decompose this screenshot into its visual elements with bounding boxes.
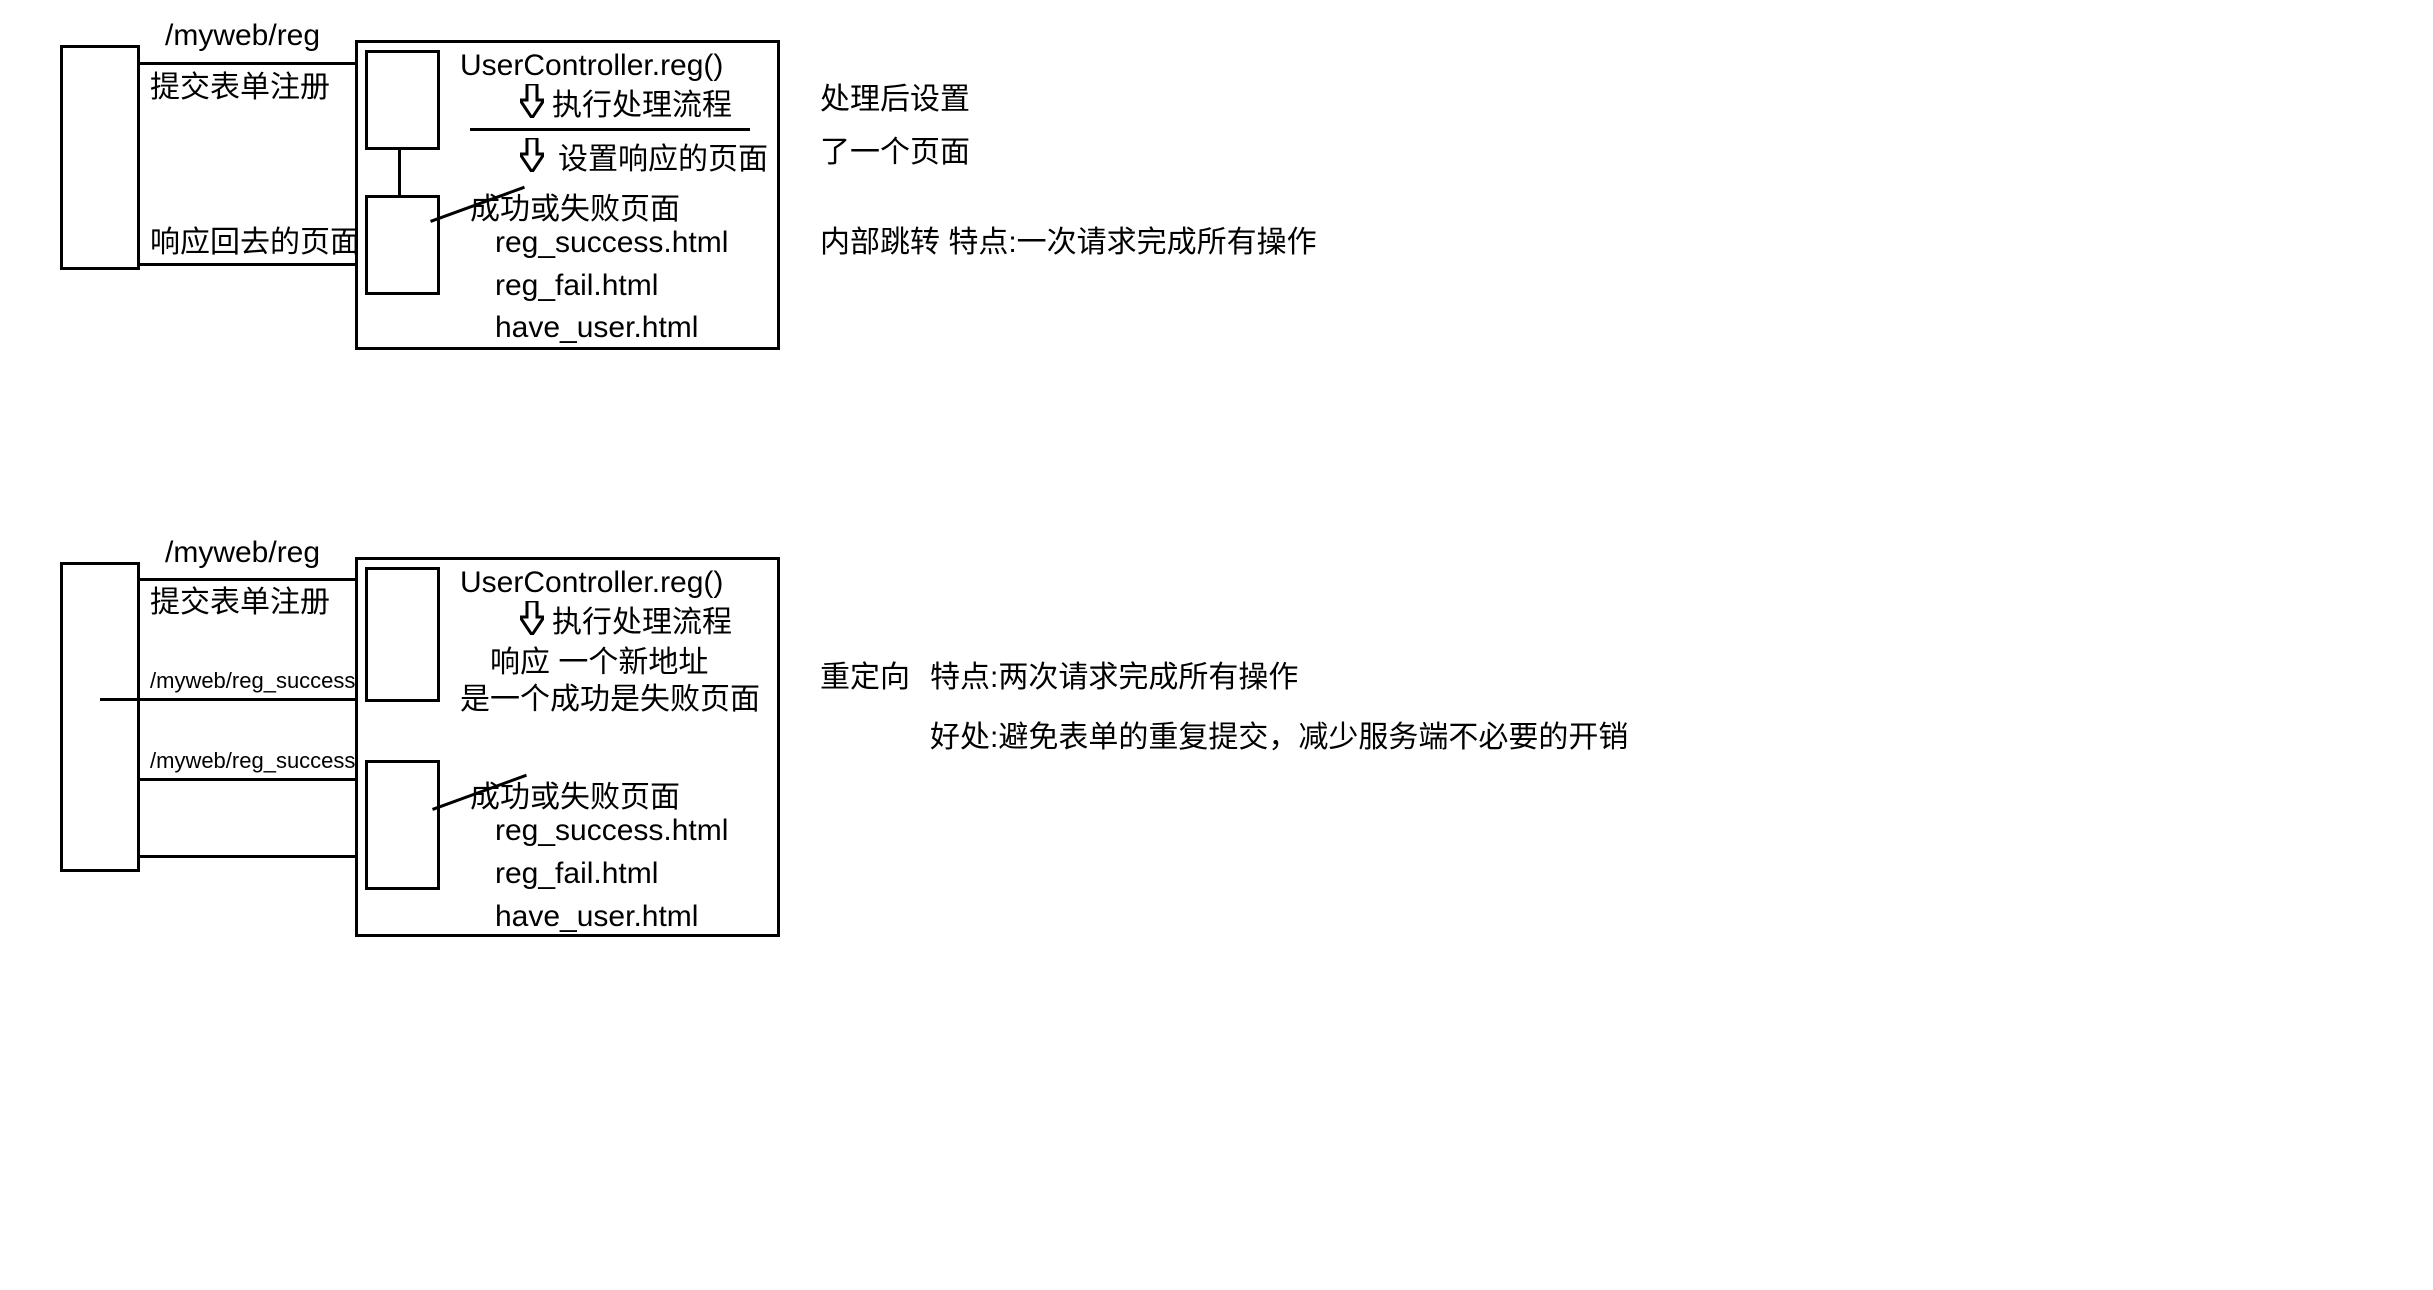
arrow-down-icon <box>520 84 544 118</box>
client-box-2 <box>60 562 140 872</box>
client-box-1 <box>60 45 140 270</box>
connector-1 <box>398 150 401 195</box>
line-submit-2 <box>140 578 365 581</box>
step1-label-1: 执行处理流程 <box>552 88 732 124</box>
controller-box-1 <box>365 50 440 150</box>
divider-1 <box>470 128 750 131</box>
response-label-1: 响应回去的页面 <box>150 225 360 261</box>
arrow-down-icon <box>520 601 544 635</box>
note2: 内部跳转 特点:一次请求完成所有操作 <box>820 225 1317 261</box>
line-bottom-2 <box>140 855 365 858</box>
controller-label-1: UserController.reg() <box>460 48 723 84</box>
step1-label-2: 执行处理流程 <box>552 605 732 641</box>
pages-box-2 <box>365 760 440 890</box>
pages-box-1 <box>365 195 440 295</box>
line-url2 <box>140 778 365 781</box>
page1-2: reg_success.html <box>495 813 728 849</box>
url-label-2: /myweb/reg <box>165 535 320 571</box>
result-title-1: 成功或失败页面 <box>470 192 680 228</box>
line-submit-1 <box>140 62 365 65</box>
line-url1 <box>100 698 365 701</box>
controller-box-2 <box>365 567 440 702</box>
controller-label-2: UserController.reg() <box>460 565 723 601</box>
page3-2: have_user.html <box>495 899 698 935</box>
note1-line1: 处理后设置 <box>820 82 970 118</box>
step2-label-1: 设置响应的页面 <box>558 142 768 178</box>
arrow-down-icon <box>520 138 544 172</box>
note1-line2: 了一个页面 <box>820 135 970 171</box>
result-title-2: 成功或失败页面 <box>470 780 680 816</box>
submit-label-2: 提交表单注册 <box>150 585 330 621</box>
note-line2-2: 好处:避免表单的重复提交，减少服务端不必要的开销 <box>930 720 1628 756</box>
line-response-1 <box>140 263 365 266</box>
page1-1: reg_success.html <box>495 225 728 261</box>
page3-1: have_user.html <box>495 310 698 346</box>
note-line1-2: 特点:两次请求完成所有操作 <box>930 660 1298 696</box>
resp-line2: 是一个成功是失败页面 <box>460 682 760 718</box>
diagram-canvas: /myweb/reg 提交表单注册 响应回去的页面 UserController… <box>0 0 2433 1290</box>
submit-label-1: 提交表单注册 <box>150 70 330 106</box>
resp-line1: 响应 一个新地址 <box>490 645 708 681</box>
page2-1: reg_fail.html <box>495 268 658 304</box>
url-label-1: /myweb/reg <box>165 18 320 54</box>
note-title-2: 重定向 <box>820 660 910 696</box>
page2-2: reg_fail.html <box>495 856 658 892</box>
